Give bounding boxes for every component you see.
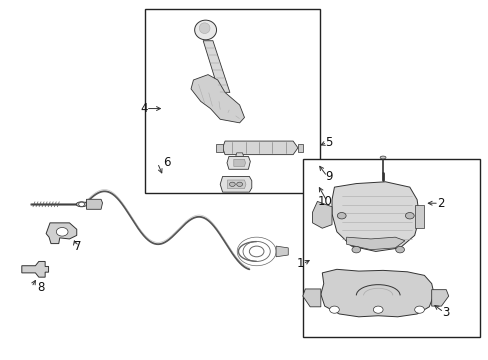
Polygon shape [320,269,433,317]
Polygon shape [222,141,297,155]
Polygon shape [203,41,229,93]
Bar [144,9,319,193]
Ellipse shape [199,23,209,33]
Polygon shape [86,199,102,209]
Polygon shape [276,246,287,257]
Polygon shape [346,237,404,249]
Ellipse shape [76,202,87,207]
Circle shape [405,212,413,219]
Circle shape [79,202,84,206]
Polygon shape [191,75,244,123]
Polygon shape [216,144,222,152]
Text: 7: 7 [74,240,81,253]
Text: 6: 6 [163,156,170,169]
Circle shape [372,306,382,313]
Polygon shape [297,144,302,152]
Circle shape [56,228,68,236]
Polygon shape [331,182,419,251]
Bar [302,158,479,337]
Polygon shape [302,289,320,307]
Text: 1: 1 [296,257,304,270]
Polygon shape [235,153,243,157]
Polygon shape [227,180,245,189]
Circle shape [337,212,346,219]
Circle shape [329,306,339,313]
Circle shape [351,247,360,253]
Circle shape [395,247,404,253]
Circle shape [414,306,424,313]
Ellipse shape [379,156,385,159]
Circle shape [236,182,242,186]
Polygon shape [431,290,448,306]
Polygon shape [414,205,424,228]
Polygon shape [312,202,331,228]
Text: 4: 4 [140,102,147,115]
Ellipse shape [194,20,216,40]
Polygon shape [22,261,48,277]
Circle shape [229,182,235,186]
Polygon shape [233,159,245,166]
Polygon shape [226,157,250,169]
Text: 8: 8 [37,281,45,294]
Text: 10: 10 [318,195,332,208]
Text: 5: 5 [325,136,332,149]
Text: 3: 3 [442,306,449,319]
Polygon shape [46,223,77,244]
Polygon shape [220,176,251,192]
Text: 2: 2 [436,197,444,210]
Text: 9: 9 [325,170,332,183]
